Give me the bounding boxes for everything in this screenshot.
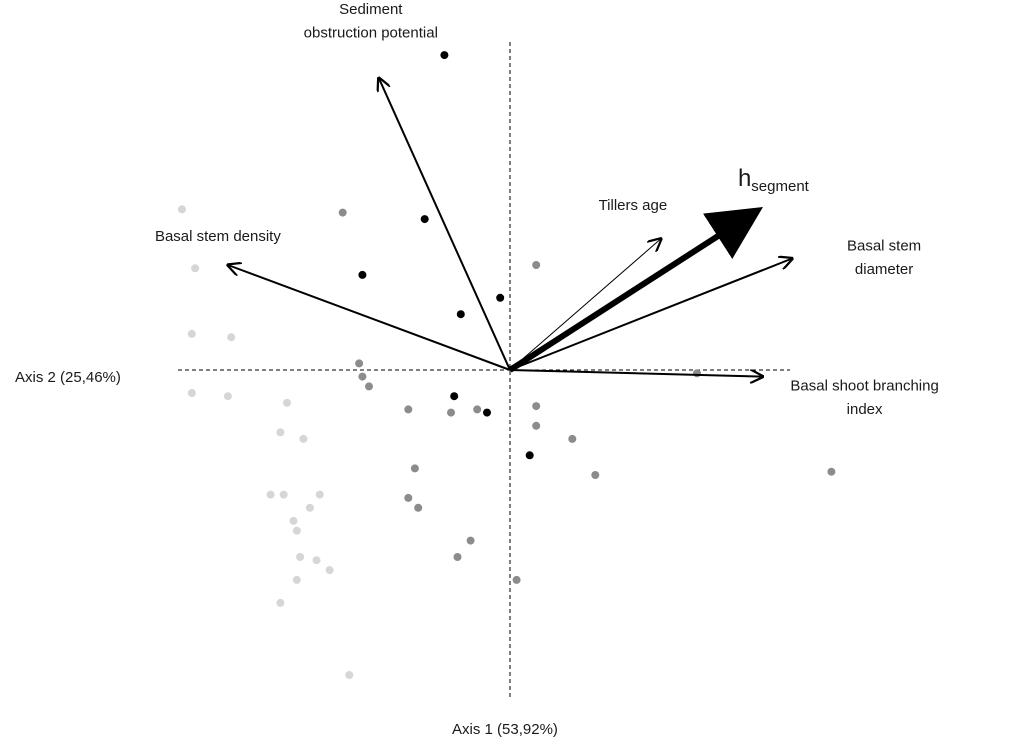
scatter-points [178,51,836,679]
data-point [473,405,482,414]
data-point [338,208,347,217]
data-point [414,503,423,512]
data-point [410,464,419,473]
data-point [456,310,465,319]
vector-label-sediment-obstruction-potential: Sediment obstruction potential [304,1,438,41]
data-point [299,434,308,443]
vector-label-h-segment: hsegment [738,165,810,195]
data-point [496,293,505,302]
data-point [532,261,541,269]
vector-labels: Sediment obstruction potential Basal stem … [155,1,939,418]
series-mid-points [338,208,836,584]
data-point [532,421,541,430]
data-point [827,467,836,476]
data-point [466,536,475,545]
data-point [312,556,321,565]
data-point [283,398,291,407]
series-light-points [178,205,354,679]
vector-label-basal-shoot-branching-index: Basal shoot branching index [790,378,938,418]
data-point [532,402,541,411]
vector-label-basal-stem-density: Basal stem density [155,228,281,245]
vector-basal-stem-density-arrow [228,265,511,371]
data-point [266,490,275,499]
data-point [591,471,600,479]
data-point [512,575,521,584]
data-point [191,264,200,273]
data-point [325,566,334,575]
data-point [292,526,301,535]
data-point [447,408,455,417]
data-point [279,490,288,499]
y-axis-label: Axis 1 (53,92%) [452,721,558,738]
vector-tillers-age-arrow [509,239,661,371]
data-point [345,671,354,679]
data-point [289,516,298,525]
data-point [227,333,236,342]
data-point [187,389,196,397]
series-dark-points [358,51,534,460]
vector-label-basal-stem-diameter: Basal stem diameter [847,238,921,278]
data-point [178,205,186,214]
data-point [483,408,491,417]
data-point [292,575,301,584]
data-point [404,405,413,414]
data-point [693,369,701,378]
data-point [187,329,196,338]
data-point [453,553,462,561]
data-point [315,490,324,499]
data-point [420,215,429,224]
data-point [440,51,449,60]
data-point [525,451,534,460]
data-point [365,382,373,391]
data-point [450,392,459,401]
data-point [305,503,314,512]
data-point [568,434,577,443]
data-point [358,270,367,279]
data-point [276,598,285,607]
vector-h-segment-arrow [508,207,764,373]
vector-sediment-obstruction-potential-arrow [379,78,511,371]
vector-basal-shoot-branching-index-arrow [509,369,763,377]
data-point [404,493,413,502]
data-point [358,372,367,381]
vector-basal-stem-diameter-arrow [509,259,792,371]
data-point [223,392,232,401]
data-point [276,428,285,437]
data-point [296,553,305,561]
loading-vectors [228,78,792,377]
vector-label-tillers-age: Tillers age [599,197,668,214]
data-point [355,359,364,368]
x-axis-label: Axis 2 (25,46%) [15,369,121,386]
